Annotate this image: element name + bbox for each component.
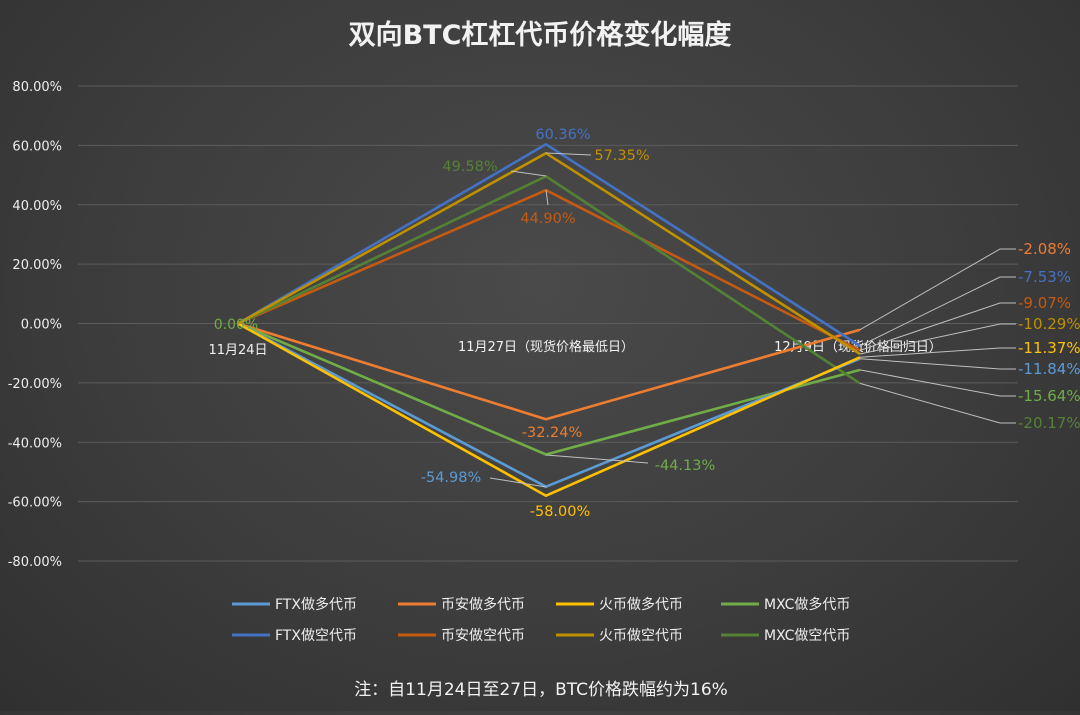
data-label-end: -10.29% (1018, 315, 1080, 333)
y-tick-label: 20.00% (12, 258, 62, 273)
data-label-end: -11.37% (1018, 339, 1080, 357)
y-tick-label: -40.00% (8, 436, 62, 451)
x-category-label: 11月27日（现货价格最低日） (458, 339, 634, 355)
leader-line (859, 248, 1016, 331)
data-label-end: -11.84% (1018, 360, 1080, 378)
y-tick-label: -20.00% (8, 377, 62, 392)
chart-note: 注：自11月24日至27日，BTC价格跌幅约为16% (354, 680, 728, 700)
data-label-start: 0.00% (214, 317, 258, 333)
chart-title: 双向BTC杠杠代币价格变化幅度 (349, 19, 732, 51)
leader-line (859, 347, 1016, 358)
data-label-end: -15.64% (1018, 387, 1080, 405)
legend-huobi-long-label: 火币做多代币 (599, 596, 683, 613)
data-label-mid: -58.00% (530, 504, 591, 520)
series-ftx-short (237, 143, 861, 347)
leader-line (545, 454, 649, 464)
data-label-end: -20.17% (1018, 414, 1080, 432)
series-mxc-long (237, 322, 861, 456)
leader-line (859, 323, 1016, 355)
leader-line (859, 369, 1016, 397)
data-label-mid: 44.90% (520, 211, 575, 227)
leader-line (510, 170, 547, 177)
leader-line (545, 189, 549, 206)
x-category-label: 11月24日 (208, 343, 267, 358)
data-label-end: -7.53% (1018, 268, 1071, 286)
data-label-mid: -32.24% (522, 425, 583, 441)
series-huobi-long (237, 322, 861, 498)
leader-line (489, 477, 547, 488)
data-label-end: -9.07% (1018, 294, 1071, 312)
data-label-mid: 57.35% (594, 148, 649, 164)
series-binance-long (237, 322, 861, 421)
data-label-mid: -54.98% (421, 470, 482, 486)
series-mxc-short (237, 175, 861, 385)
leader-line (545, 152, 592, 156)
data-label-end: -2.08% (1018, 240, 1071, 258)
legend-ftx-short-label: FTX做空代币 (275, 628, 357, 644)
y-tick-label: 40.00% (12, 199, 62, 214)
legend-binance-short-label: 币安做空代币 (441, 628, 525, 644)
y-tick-label: -80.00% (8, 555, 62, 570)
y-tick-label: -60.00% (8, 496, 62, 511)
y-tick-label: 60.00% (12, 139, 62, 154)
legend-mxc-short-label: MXC做空代币 (764, 628, 850, 644)
legend-huobi-short-label: 火币做空代币 (599, 628, 683, 644)
legend-ftx-long-label: FTX做多代币 (275, 596, 357, 613)
legend-mxc-long-label: MXC做多代币 (764, 596, 850, 613)
legend-binance-long-label: 币安做多代币 (441, 596, 525, 613)
data-label-mid: -44.13% (655, 458, 716, 474)
leader-line (859, 302, 1016, 351)
y-tick-label: 80.00% (12, 80, 62, 95)
leader-line (859, 358, 1016, 370)
leader-line (859, 276, 1016, 347)
y-tick-label: 0.00% (21, 318, 62, 333)
data-label-mid: 60.36% (535, 127, 590, 143)
leader-line (859, 382, 1016, 424)
data-label-mid: 49.58% (442, 159, 497, 175)
